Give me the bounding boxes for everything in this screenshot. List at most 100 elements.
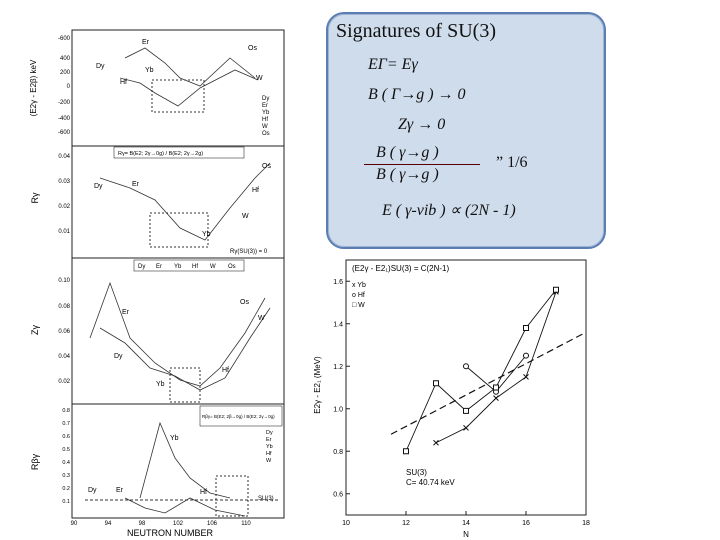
xaxis-tick: 94	[105, 521, 112, 527]
point-yb	[433, 439, 439, 446]
x-tick-label: 16	[522, 520, 530, 527]
panel2-tick: 0.02	[58, 204, 70, 210]
callout-title: Signatures of SU(3)	[336, 20, 496, 42]
xaxis-tick: 90	[71, 521, 78, 527]
panel1-label: Er	[142, 39, 150, 46]
series-line-yb	[435, 291, 557, 444]
panel4-tick: 0.6	[62, 434, 70, 440]
panel4-label: Dy	[88, 487, 97, 494]
ratio-value: ” 1/6	[496, 154, 528, 171]
panel4-tick: 0.7	[62, 421, 70, 427]
point-w	[403, 448, 409, 455]
chart-legend: x Yb o Hf □ W	[352, 282, 366, 309]
y-tick-label: 1.0	[333, 406, 343, 413]
x-tick-label: 12	[402, 520, 410, 527]
panel3-tick: 0.08	[58, 304, 70, 310]
chart-formula: (E2γ - E2₁)SU(3) = C(2N-1)	[352, 264, 449, 273]
chart-xlabel: N	[463, 530, 469, 539]
panel4-label: Yb	[170, 435, 179, 442]
panel3-legend: Dy	[138, 264, 145, 270]
panel3-legend: Os	[228, 264, 236, 270]
panel3-tick: 0.10	[58, 278, 70, 284]
equation-z-gamma: Zγ → 0	[398, 116, 446, 133]
panel4-legend: W	[266, 458, 272, 464]
panel1-tick: 200	[60, 70, 71, 76]
panel1-legend: Hf	[262, 117, 268, 123]
panel3-label: Er	[122, 309, 130, 316]
right-figure-chart: (E2γ - E2₁)SU(3) = C(2N-1) E2γ - E2₁ (Me…	[313, 259, 590, 539]
ratio-numerator: B ( γ→g )	[376, 144, 439, 161]
panel4-tick: 0.5	[62, 447, 70, 453]
panel1-legend: Er	[262, 103, 268, 109]
panel4-tick: 0.8	[62, 408, 70, 414]
panel2-label: Yb	[202, 231, 211, 238]
panel-z-gamma: Zγ 0.10 0.08 0.06 0.04 0.02 Dy Er Yb Hf …	[30, 257, 285, 405]
xaxis-tick: 98	[139, 521, 146, 527]
su3-label: SU(3)	[406, 468, 427, 477]
panel1-label: Os	[248, 45, 257, 52]
point-yb	[463, 425, 469, 431]
panel1-legend: W	[262, 124, 268, 130]
point-yb	[523, 374, 529, 380]
y-tick-label: 1.2	[333, 364, 343, 371]
xaxis-label: NEUTRON NUMBER	[127, 528, 214, 538]
panel3-legend: Yb	[174, 264, 182, 270]
panel3-legend: Er	[156, 264, 162, 270]
equation-branching: B ( Γ→g ) → 0	[368, 86, 466, 103]
y-tick-label: 0.6	[333, 491, 343, 498]
panel3-ylabel: Zγ	[30, 325, 40, 335]
panel2-su3-note: Rγ(SU(3)) = 0	[230, 249, 268, 255]
panel3-label: Yb	[156, 381, 165, 388]
panel4-legend: Hf	[266, 451, 272, 457]
panel4-tick: 0.3	[62, 473, 70, 479]
panel2-tick: 0.01	[58, 229, 70, 235]
panel2-tick: 0.03	[58, 179, 70, 185]
panel2-ylabel: Rγ	[30, 192, 40, 203]
panel3-tick: 0.06	[58, 329, 70, 335]
panel3-label: Os	[240, 299, 249, 306]
panel3-tick: 0.02	[58, 379, 70, 385]
panel-r-gamma: Rγ 0.04 0.03 0.02 0.01 Rγ= B(E2; 2γ→0g) …	[30, 145, 285, 259]
panel4-label: SU(3)	[258, 496, 274, 502]
point-hf	[463, 363, 469, 370]
panel3-legend: Hf	[192, 264, 198, 270]
x-tick-label: 18	[582, 520, 590, 527]
point-w	[433, 380, 439, 387]
panel2-label: Er	[132, 181, 140, 188]
panel1-ylabel: (E2γ - E2β) keV	[30, 59, 38, 116]
series-line-w	[405, 289, 557, 452]
panel-energy: (E2γ - E2β) keV -600 400 200 0 -200 -400…	[30, 29, 285, 147]
y-tick-label: 0.8	[333, 449, 343, 456]
point-w	[523, 325, 529, 331]
panel4-legend: Dy	[266, 430, 273, 436]
x-tick-label: 14	[462, 520, 470, 527]
panel2-title: Rγ= B(E2; 2γ→0g) / B(E2; 2γ→2g)	[118, 151, 203, 157]
point-w	[463, 407, 469, 414]
panel4-title: Rβγ= B(E2; 2β→0g) / B(E2; 2γ→0g)	[202, 414, 275, 419]
panel2-label: Hf	[252, 187, 259, 194]
chart-marks: 10 12 14 16 18 1.6 1.4 1.2 1.0 0.8 0.6	[333, 279, 590, 527]
panel4-legend: Yb	[266, 444, 273, 450]
panel3-legend: W	[210, 264, 216, 270]
xaxis-tick: 110	[241, 521, 251, 527]
panel1-tick: -600	[58, 130, 71, 136]
panel2-label: Dy	[94, 183, 103, 190]
panel1-tick: 400	[60, 56, 71, 62]
su3-constant: C= 40.74 keV	[406, 478, 455, 487]
panel1-label: Hf	[120, 79, 127, 86]
su3-line	[390, 331, 587, 435]
panel1-tick: 0	[67, 84, 71, 90]
point-yb	[493, 395, 499, 401]
panel2-tick: 0.04	[58, 154, 70, 160]
panel1-tick: -400	[58, 116, 71, 122]
point-w	[493, 384, 499, 391]
panel3-label: W	[258, 315, 265, 322]
point-hf	[523, 352, 529, 359]
panel1-label: Dy	[96, 63, 105, 70]
left-xaxis: 90 94 98 102 106 110 NEUTRON NUMBER	[71, 521, 252, 538]
left-figure: (E2γ - E2β) keV -600 400 200 0 -200 -400…	[30, 29, 285, 538]
ratio-denominator: B ( γ→g )	[376, 166, 439, 183]
panel4-ylabel: Rβγ	[30, 453, 40, 470]
panel2-label: Os	[262, 163, 271, 170]
panel1-legend: Dy	[262, 96, 269, 102]
